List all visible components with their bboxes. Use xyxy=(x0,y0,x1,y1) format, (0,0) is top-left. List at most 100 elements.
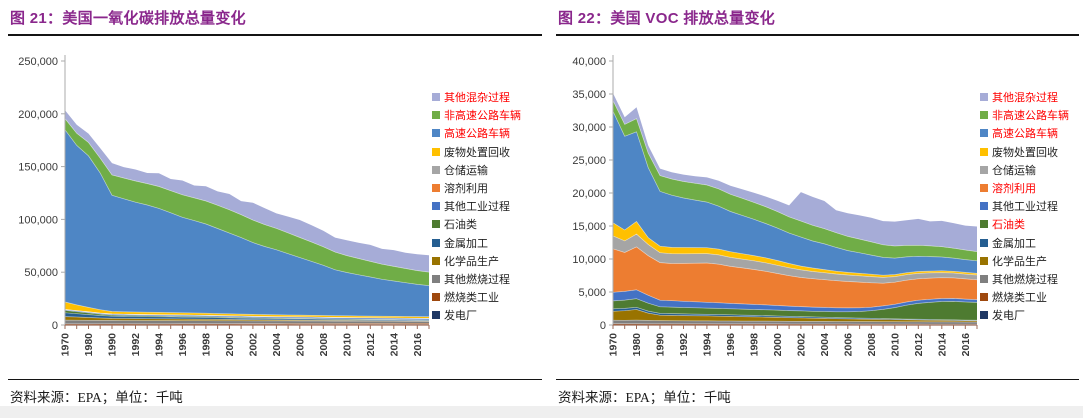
x-tick-label: 1994 xyxy=(153,333,165,357)
x-tick-label: 1970 xyxy=(608,333,620,357)
legend-item: 其他燃烧过程 xyxy=(432,270,542,288)
legend-label: 非高速公路车辆 xyxy=(992,110,1069,123)
area-series-10 xyxy=(613,111,977,276)
x-tick-label: 2010 xyxy=(889,333,901,357)
legend-swatch xyxy=(432,147,440,156)
legend-label: 其他燃烧过程 xyxy=(992,273,1058,286)
legend-label: 发电厂 xyxy=(444,310,477,323)
series-boundary xyxy=(612,246,978,284)
y-tick-label: 200,000 xyxy=(18,109,58,121)
series-boundary xyxy=(612,319,977,323)
chart-area-voc: 0 5,000 10,000 15,000 20,000 25,000 30,000 35,0… xyxy=(556,36,1079,379)
series-boundary xyxy=(64,310,430,321)
x-tick-label: 1996 xyxy=(725,333,737,357)
legend-item: 仓储运输 xyxy=(432,161,542,179)
legend-swatch xyxy=(432,165,440,174)
x-tick-label: 2000 xyxy=(224,333,236,357)
area-series-11 xyxy=(65,118,429,286)
legend-item: 废物处置回收 xyxy=(432,143,542,161)
series-boundary xyxy=(612,298,978,313)
source-note-co: 资料来源：EPA；单位：千吨 xyxy=(8,379,542,406)
series-boundary xyxy=(613,323,977,325)
x-tick-label: 2008 xyxy=(866,333,878,357)
source-note-voc: 资料来源：EPA；单位：千吨 xyxy=(556,379,1079,406)
legend-swatch xyxy=(432,293,440,302)
legend-swatch xyxy=(432,93,440,102)
legend-label: 石油类 xyxy=(444,219,477,232)
legend-swatch xyxy=(980,111,988,120)
x-tick-label: 1990 xyxy=(655,333,667,357)
legend-item: 其他燃烧过程 xyxy=(980,270,1083,288)
x-tick-label: 1998 xyxy=(200,333,212,357)
x-tick-label: 1996 xyxy=(177,333,189,357)
y-tick-label: 5,000 xyxy=(578,287,606,299)
series-boundary xyxy=(612,306,978,321)
legend-label: 高速公路车辆 xyxy=(444,128,510,141)
legend-label: 其他混杂过程 xyxy=(444,92,510,105)
legend-label: 废物处置回收 xyxy=(444,146,510,159)
legend-label: 其他混杂过程 xyxy=(992,92,1058,105)
legend-swatch xyxy=(980,238,988,247)
legend-item: 发电厂 xyxy=(980,306,1083,324)
x-tick-label: 1980 xyxy=(83,333,95,357)
series-boundary xyxy=(64,316,430,322)
y-tick-label: 150,000 xyxy=(18,162,58,174)
y-tick-label: 15,000 xyxy=(572,221,606,233)
legend-item: 废物处置回收 xyxy=(980,143,1083,161)
legend-swatch xyxy=(980,220,988,229)
x-tick-label: 2010 xyxy=(341,333,353,357)
legend-item: 溶剂利用 xyxy=(432,179,542,197)
area-series-5 xyxy=(613,298,977,321)
x-tick-label: 2004 xyxy=(271,333,283,357)
legend-swatch xyxy=(432,274,440,283)
area-series-12 xyxy=(613,93,977,252)
legend-item: 溶剂利用 xyxy=(980,179,1083,197)
legend-item: 化学品生产 xyxy=(432,252,542,270)
legend-label: 其他工业过程 xyxy=(992,201,1058,214)
x-tick-label: 2004 xyxy=(819,333,831,357)
stacked-area-chart-co: 0 50,000 100,000 150,000 200,000 250,000 1970 1… xyxy=(18,55,430,357)
legend-swatch xyxy=(432,202,440,211)
legend-swatch xyxy=(432,184,440,193)
legend-swatch xyxy=(980,274,988,283)
area-series-3 xyxy=(613,309,977,322)
series-boundary xyxy=(612,100,978,252)
panel-voc-emissions: 图 22：美国 VOC 排放总量变化 0 5,000 10,000 15,000 20,… xyxy=(556,4,1079,406)
area-series-11 xyxy=(613,100,977,261)
legend-swatch xyxy=(432,238,440,247)
legend-label: 化学品生产 xyxy=(444,255,499,268)
area-series-6 xyxy=(613,289,977,312)
series-boundary xyxy=(64,301,430,318)
legend-swatch xyxy=(980,147,988,156)
legend-item: 石油类 xyxy=(980,215,1083,233)
x-tick-label: 1992 xyxy=(130,333,142,357)
legend-label: 其他工业过程 xyxy=(444,201,510,214)
legend-swatch xyxy=(432,129,440,138)
series-boundary xyxy=(64,309,430,319)
legend-swatch xyxy=(432,311,440,320)
legend-item: 非高速公路车辆 xyxy=(432,106,542,124)
area-series-9 xyxy=(65,302,429,319)
legend-item: 其他工业过程 xyxy=(432,197,542,215)
series-boundary xyxy=(612,111,978,262)
y-tick-label: 10,000 xyxy=(572,254,606,266)
legend-voc: 其他混杂过程 非高速公路车辆 高速公路车辆 废物处置回收 仓储运输 溶剂利用 其他工业过程石… xyxy=(980,36,1083,324)
y-tick-label: 250,000 xyxy=(18,56,58,68)
legend-swatch xyxy=(432,111,440,120)
chart-title-co: 图 21：美国一氧化碳排放总量变化 xyxy=(8,4,542,36)
legend-label: 金属加工 xyxy=(992,237,1036,250)
legend-item: 其他混杂过程 xyxy=(432,88,542,106)
legend-label: 化学品生产 xyxy=(992,255,1047,268)
legend-swatch xyxy=(980,165,988,174)
legend-item: 发电厂 xyxy=(432,306,542,324)
area-series-9 xyxy=(613,221,977,278)
legend-item: 燃烧类工业 xyxy=(980,288,1083,306)
x-tick-label: 2012 xyxy=(913,333,925,357)
legend-item: 燃烧类工业 xyxy=(432,288,542,306)
legend-label: 发电厂 xyxy=(992,310,1025,323)
legend-swatch xyxy=(432,256,440,265)
legend-label: 高速公路车辆 xyxy=(992,128,1058,141)
stacked-area-chart-voc: 0 5,000 10,000 15,000 20,000 25,000 30,000 35,0… xyxy=(572,55,978,357)
legend-label: 其他燃烧过程 xyxy=(444,273,510,286)
